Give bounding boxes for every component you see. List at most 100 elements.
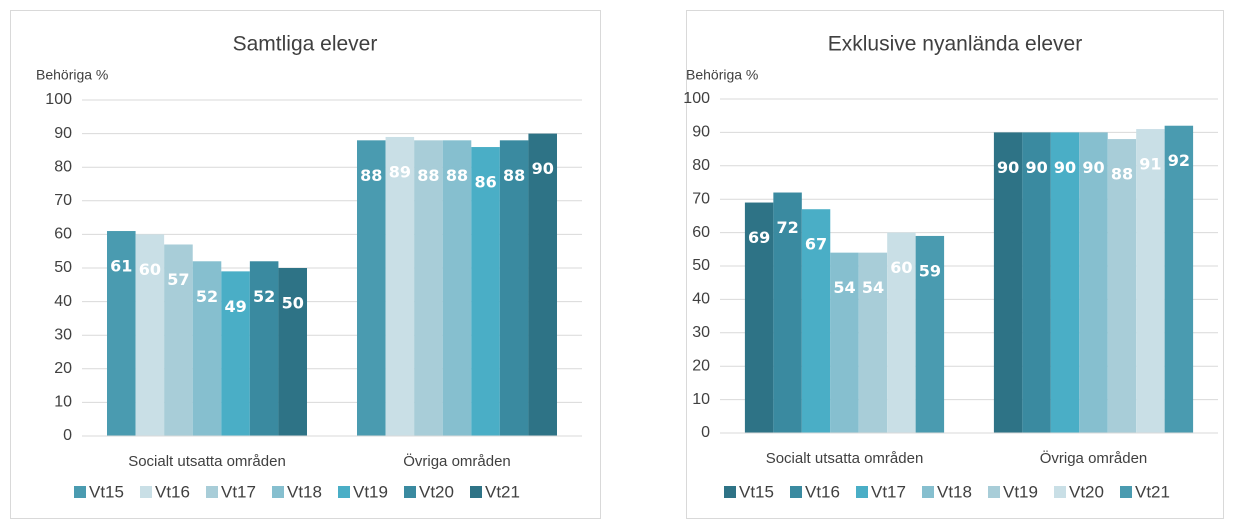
bar xyxy=(442,140,472,436)
y-tick-label: 20 xyxy=(54,360,72,377)
data-label: 88 xyxy=(360,166,382,185)
data-label: 90 xyxy=(532,159,554,178)
y-tick-label: 60 xyxy=(54,226,72,243)
legend-label: Vt21 xyxy=(1135,482,1170,501)
data-label: 91 xyxy=(1139,155,1161,174)
legend-label: Vt20 xyxy=(419,482,454,501)
data-label: 90 xyxy=(1054,158,1076,177)
data-label: 88 xyxy=(503,166,525,185)
legend-swatch xyxy=(404,486,416,498)
bar xyxy=(192,261,222,436)
bar xyxy=(135,234,165,436)
data-label: 50 xyxy=(282,294,304,313)
legend-label: Vt16 xyxy=(805,482,840,501)
bar xyxy=(1022,132,1051,433)
y-tick-label: 10 xyxy=(692,391,710,408)
bar xyxy=(1107,139,1137,433)
data-label: 88 xyxy=(417,166,439,185)
bar xyxy=(993,132,1023,433)
legend-label: Vt15 xyxy=(739,482,774,501)
legend-label: Vt15 xyxy=(89,482,124,501)
bar xyxy=(801,209,831,433)
bar xyxy=(858,252,888,433)
legend-swatch xyxy=(724,486,736,498)
legend-swatch xyxy=(140,486,152,498)
data-label: 60 xyxy=(890,258,912,277)
data-label: 49 xyxy=(224,297,246,316)
bar xyxy=(1136,129,1165,433)
legend-label: Vt19 xyxy=(1003,482,1038,501)
legend-swatch xyxy=(922,486,934,498)
y-tick-label: 20 xyxy=(692,357,710,374)
data-label: 60 xyxy=(139,260,161,279)
data-label: 92 xyxy=(1168,151,1190,170)
data-label: 54 xyxy=(862,278,884,297)
data-label: 88 xyxy=(446,166,468,185)
legend-swatch xyxy=(338,486,350,498)
y-tick-label: 10 xyxy=(54,394,72,411)
data-label: 61 xyxy=(110,257,132,276)
legend-swatch xyxy=(470,486,482,498)
bar xyxy=(830,252,859,433)
x-tick-label: Socialt utsatta områden xyxy=(766,450,924,467)
legend-swatch xyxy=(206,486,218,498)
bar xyxy=(744,202,774,433)
chart-title: Exklusive nyanlända elever xyxy=(828,33,1082,56)
data-label: 54 xyxy=(833,278,855,297)
bar xyxy=(357,140,386,436)
y-tick-label: 100 xyxy=(45,91,72,108)
legend-swatch xyxy=(1120,486,1132,498)
y-axis-label: Behöriga % xyxy=(36,67,108,83)
data-label: 86 xyxy=(474,173,496,192)
bar xyxy=(221,271,250,436)
bar xyxy=(1164,125,1194,433)
data-label: 69 xyxy=(748,228,770,247)
data-label: 57 xyxy=(167,270,189,289)
y-tick-label: 0 xyxy=(701,424,710,441)
bar xyxy=(249,261,279,436)
legend-swatch xyxy=(1054,486,1066,498)
data-label: 89 xyxy=(389,162,411,181)
bar xyxy=(414,140,443,436)
data-label: 88 xyxy=(1111,165,1133,184)
data-label: 52 xyxy=(253,287,275,306)
data-label: 52 xyxy=(196,287,218,306)
y-tick-label: 80 xyxy=(54,158,72,175)
legend-swatch xyxy=(790,486,802,498)
data-label: 90 xyxy=(1082,158,1104,177)
legend-swatch xyxy=(856,486,868,498)
legend-label: Vt18 xyxy=(937,482,972,501)
y-tick-label: 70 xyxy=(54,192,72,209)
y-tick-label: 80 xyxy=(692,157,710,174)
bar xyxy=(773,192,802,433)
legend-label: Vt16 xyxy=(155,482,190,501)
y-tick-label: 40 xyxy=(54,293,72,310)
legend-swatch xyxy=(272,486,284,498)
y-tick-label: 30 xyxy=(692,324,710,341)
legend-label: Vt18 xyxy=(287,482,322,501)
legend-label: Vt19 xyxy=(353,482,388,501)
data-label: 67 xyxy=(805,235,827,254)
bar xyxy=(1050,132,1080,433)
bar xyxy=(385,136,415,436)
y-tick-label: 90 xyxy=(54,125,72,142)
x-tick-label: Övriga områden xyxy=(1040,449,1148,467)
data-label: 59 xyxy=(919,261,941,280)
legend-swatch xyxy=(988,486,1000,498)
bar xyxy=(528,133,557,436)
legend-swatch xyxy=(74,486,86,498)
y-tick-label: 70 xyxy=(692,190,710,207)
y-tick-label: 100 xyxy=(683,90,710,107)
bar xyxy=(471,147,500,437)
data-label: 90 xyxy=(997,158,1019,177)
y-tick-label: 90 xyxy=(692,124,710,141)
chart-title: Samtliga elever xyxy=(233,33,378,56)
x-tick-label: Socialt utsatta områden xyxy=(128,453,286,470)
y-axis-label: Behöriga % xyxy=(686,67,758,83)
data-label: 90 xyxy=(1025,158,1047,177)
bar xyxy=(887,232,916,433)
y-tick-label: 50 xyxy=(54,259,72,276)
bar xyxy=(278,268,307,436)
data-label: 72 xyxy=(776,218,798,237)
